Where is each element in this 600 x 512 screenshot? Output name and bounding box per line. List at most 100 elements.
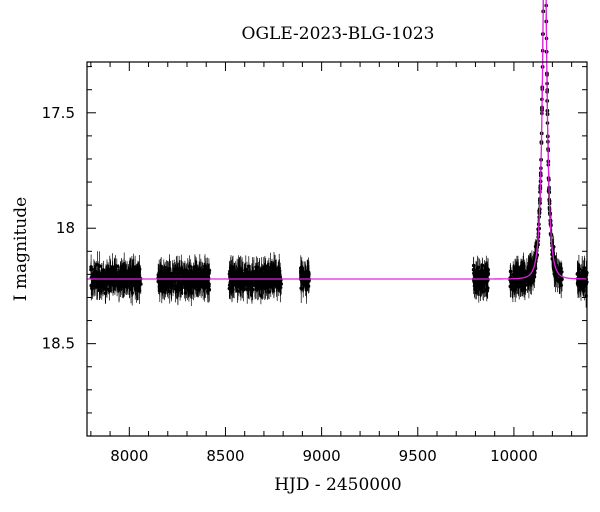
data-point [299, 271, 303, 276]
data-point [203, 267, 207, 272]
data-point [183, 291, 188, 295]
model-layer [87, 0, 587, 280]
x-tick-label: 10000 [490, 447, 538, 465]
data-point [190, 273, 195, 277]
data-point [278, 275, 283, 279]
data-point [512, 278, 517, 283]
data-point [474, 278, 479, 283]
data-point [122, 270, 126, 275]
data-point [254, 285, 258, 289]
data-point [527, 265, 531, 269]
data-point [191, 284, 196, 289]
data-point [130, 274, 134, 278]
data-point [167, 271, 172, 276]
data-point [229, 274, 233, 278]
data-point [118, 280, 123, 284]
data-point [232, 283, 236, 287]
y-axis-label: I magnitude [11, 197, 31, 301]
data-point [115, 264, 119, 269]
data-point [485, 288, 490, 293]
data-point [185, 275, 190, 279]
data-point [97, 282, 102, 287]
data-point [167, 289, 172, 294]
data-point [253, 275, 258, 279]
data-point [239, 272, 243, 277]
data-point [177, 268, 181, 273]
data-point [206, 287, 211, 291]
data-layer [89, 0, 589, 308]
y-tick-label: 18.5 [42, 335, 75, 353]
data-point [481, 289, 485, 294]
data-point [259, 283, 263, 287]
data-point [130, 291, 134, 295]
data-point [257, 272, 262, 277]
data-point [105, 272, 110, 276]
data-point [183, 274, 187, 279]
data-point [583, 269, 587, 273]
data-point [239, 287, 243, 291]
data-point [110, 270, 115, 274]
data-point [233, 273, 238, 277]
data-point [176, 289, 180, 294]
y-tick-label: 17.5 [42, 104, 75, 122]
data-point [156, 279, 161, 284]
x-tick-label: 9500 [399, 447, 437, 465]
data-point [522, 272, 527, 276]
data-point [132, 279, 137, 284]
data-point [518, 279, 523, 284]
data-point [508, 269, 513, 274]
model-curve [87, 0, 587, 280]
chart-title: OGLE-2023-BLG-1023 [242, 24, 435, 44]
data-point [111, 283, 115, 287]
data-point [519, 264, 524, 269]
data-point [92, 270, 96, 275]
data-point [303, 275, 308, 279]
data-point [478, 271, 482, 276]
data-point [265, 285, 270, 290]
data-point [89, 265, 93, 269]
data-point [575, 271, 580, 276]
data-point [526, 279, 530, 284]
data-point [104, 283, 109, 287]
data-point [121, 282, 126, 286]
data-point [241, 287, 246, 292]
data-point [581, 279, 586, 284]
data-point [164, 282, 169, 286]
data-point [272, 263, 276, 267]
data-point [228, 287, 233, 291]
data-point [486, 273, 490, 277]
x-axis-label: HJD - 2450000 [274, 475, 402, 495]
data-point [187, 264, 192, 269]
data-point [305, 271, 310, 276]
data-point [201, 279, 206, 284]
x-tick-label: 9000 [303, 447, 341, 465]
data-point [101, 285, 105, 289]
data-point [174, 285, 179, 289]
plot-frame [86, 61, 588, 437]
data-point [270, 269, 274, 273]
y-tick-label: 18 [56, 219, 75, 237]
data-point [162, 272, 166, 277]
ticks-layer: 8000 8500 9000 9500 10000 17.5 18 18.5 [42, 62, 587, 465]
data-point [200, 269, 204, 274]
data-point [137, 269, 141, 274]
x-tick-label: 8500 [206, 447, 244, 465]
data-point [247, 274, 252, 279]
data-point [245, 279, 250, 284]
data-point [163, 269, 167, 273]
data-point [108, 273, 113, 278]
data-point [552, 272, 557, 276]
data-point [582, 266, 587, 270]
data-point [250, 287, 255, 292]
data-point [236, 278, 240, 283]
x-tick-label: 8000 [110, 447, 148, 465]
data-point [94, 280, 98, 284]
data-point [90, 283, 95, 288]
data-point [482, 272, 487, 276]
data-point [533, 270, 537, 275]
data-point [161, 283, 165, 288]
data-point [510, 285, 515, 290]
data-point [579, 275, 583, 279]
data-point [178, 285, 182, 289]
